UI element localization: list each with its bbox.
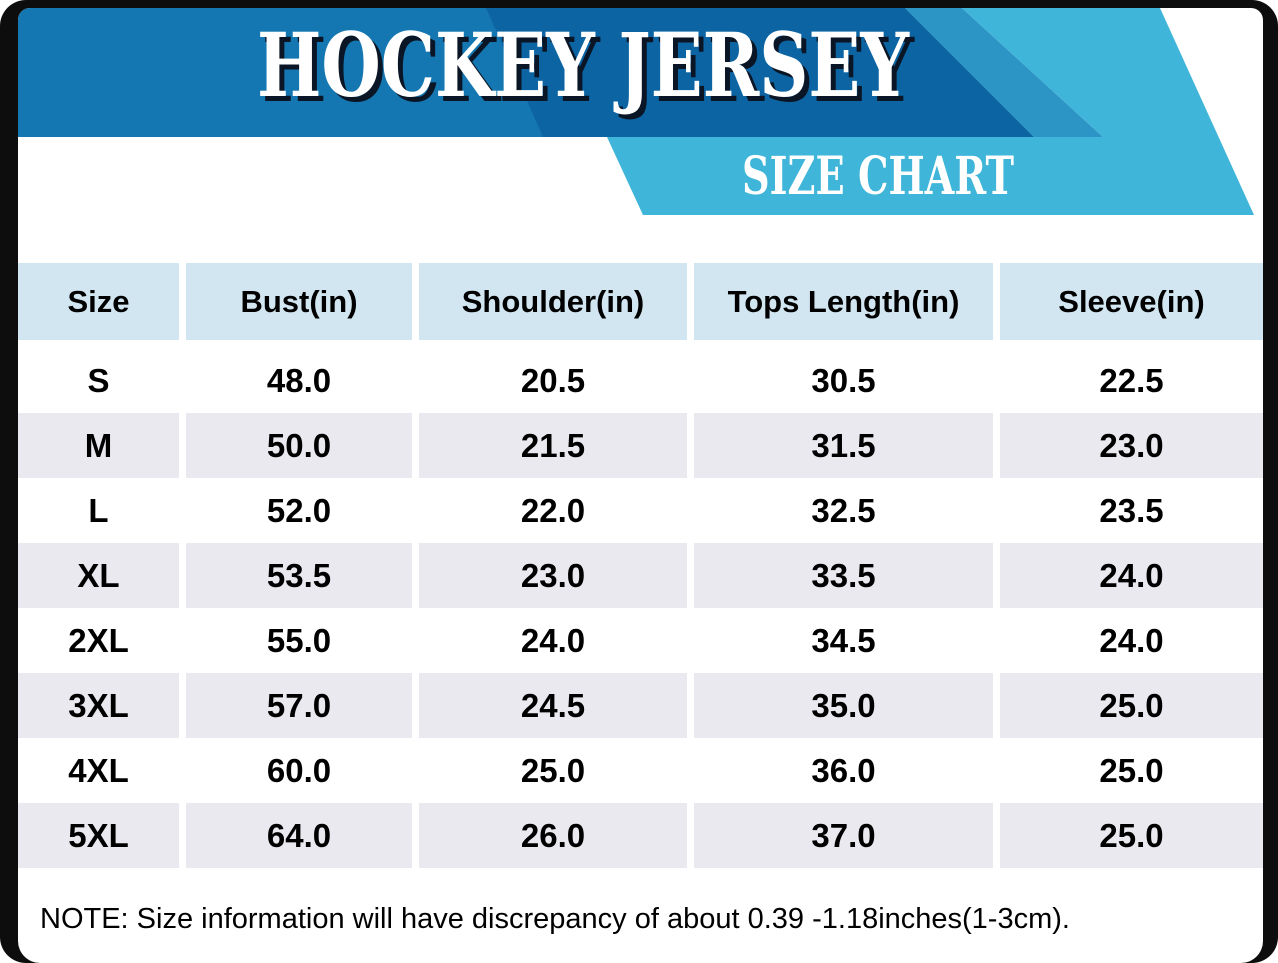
value-cell: 30.5 — [811, 361, 876, 399]
size-cell: 2XL — [68, 621, 129, 659]
value-cell: 25.0 — [520, 751, 586, 789]
value-cell: 24.5 — [419, 673, 687, 738]
table-row-4xl: 4XL 60.0 25.0 36.0 25.0 — [18, 738, 1263, 803]
value-cell: 23.0 — [1000, 413, 1263, 478]
size-cell: M — [18, 413, 179, 478]
value-cell: 33.5 — [694, 543, 993, 608]
size-table-body: S 48.0 20.5 30.5 22.5 M 50.0 21.5 31.5 23.0 L 52.0 2… — [18, 348, 1263, 868]
value-cell: 25.0 — [1000, 803, 1263, 868]
banner-light-ribbon — [607, 8, 1254, 215]
column-header-sleeve-in: Sleeve(in) — [1000, 263, 1263, 340]
size-cell: 3XL — [18, 673, 179, 738]
value-cell: 35.0 — [694, 673, 993, 738]
value-cell: 23.5 — [1099, 491, 1164, 529]
value-cell: 32.5 — [811, 491, 876, 529]
table-row-m: M 50.0 21.5 31.5 23.0 — [18, 413, 1263, 478]
size-chart-page: HOCKEY JERSEY HOCKEY JERSEY SIZE CHART S… — [18, 8, 1263, 963]
size-cell: 5XL — [18, 803, 179, 868]
value-cell: 57.0 — [186, 673, 412, 738]
size-table: Size Bust(in) Shoulder(in) Tops Length(in) S… — [18, 263, 1263, 868]
table-row-5xl: 5XL 64.0 26.0 37.0 25.0 — [18, 803, 1263, 868]
banner-navy-overlay — [486, 8, 1034, 137]
value-cell: 48.0 — [266, 361, 332, 399]
value-cell: 24.0 — [1099, 621, 1164, 659]
value-cell: 55.0 — [266, 621, 332, 659]
value-cell: 22.0 — [520, 491, 586, 529]
value-cell: 23.0 — [419, 543, 687, 608]
value-cell: 37.0 — [694, 803, 993, 868]
value-cell: 53.5 — [186, 543, 412, 608]
banner-title: HOCKEY JERSEY — [257, 13, 910, 117]
value-cell: 20.5 — [520, 361, 586, 399]
value-cell: 24.0 — [1000, 543, 1263, 608]
banner-subtitle: SIZE CHART — [742, 146, 1014, 207]
size-cell: 4XL — [68, 751, 129, 789]
banner-title-shadow: HOCKEY JERSEY — [262, 18, 915, 122]
value-cell: 50.0 — [186, 413, 412, 478]
column-header-shoulder-in: Shoulder(in) — [419, 263, 687, 340]
value-cell: 25.0 — [1099, 751, 1164, 789]
value-cell: 21.5 — [419, 413, 687, 478]
value-cell: 26.0 — [419, 803, 687, 868]
banner: HOCKEY JERSEY HOCKEY JERSEY SIZE CHART — [18, 8, 1254, 215]
value-cell: 22.5 — [1099, 361, 1164, 399]
value-cell: 34.5 — [811, 621, 876, 659]
size-cell: XL — [18, 543, 179, 608]
banner-mid-stripe — [905, 8, 1103, 137]
value-cell: 24.0 — [520, 621, 586, 659]
column-header-bust-in: Bust(in) — [186, 263, 412, 340]
table-row-s: S 48.0 20.5 30.5 22.5 — [18, 348, 1263, 413]
value-cell: 31.5 — [694, 413, 993, 478]
table-row-2xl: 2XL 55.0 24.0 34.5 24.0 — [18, 608, 1263, 673]
value-cell: 36.0 — [811, 751, 876, 789]
size-note: NOTE: Size information will have discrep… — [40, 903, 1070, 935]
size-cell: L — [88, 491, 109, 529]
value-cell: 25.0 — [1000, 673, 1263, 738]
size-cell: S — [87, 361, 110, 399]
table-row-xl: XL 53.5 23.0 33.5 24.0 — [18, 543, 1263, 608]
size-table-header: Size Bust(in) Shoulder(in) Tops Length(in) S… — [18, 263, 1263, 340]
value-cell: 64.0 — [186, 803, 412, 868]
column-header-size: Size — [18, 263, 179, 340]
value-cell: 60.0 — [266, 751, 332, 789]
table-row-l: L 52.0 22.0 32.5 23.5 — [18, 478, 1263, 543]
value-cell: 52.0 — [266, 491, 332, 529]
table-row-3xl: 3XL 57.0 24.5 35.0 25.0 — [18, 673, 1263, 738]
column-header-tops-length-in: Tops Length(in) — [694, 263, 993, 340]
